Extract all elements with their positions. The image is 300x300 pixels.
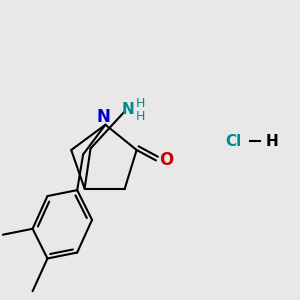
Text: H: H <box>136 98 145 110</box>
Text: Cl: Cl <box>225 134 241 148</box>
Text: O: O <box>159 152 173 169</box>
Text: H: H <box>266 134 278 148</box>
Text: N: N <box>121 102 134 117</box>
Text: H: H <box>136 110 145 123</box>
Text: N: N <box>97 108 111 126</box>
